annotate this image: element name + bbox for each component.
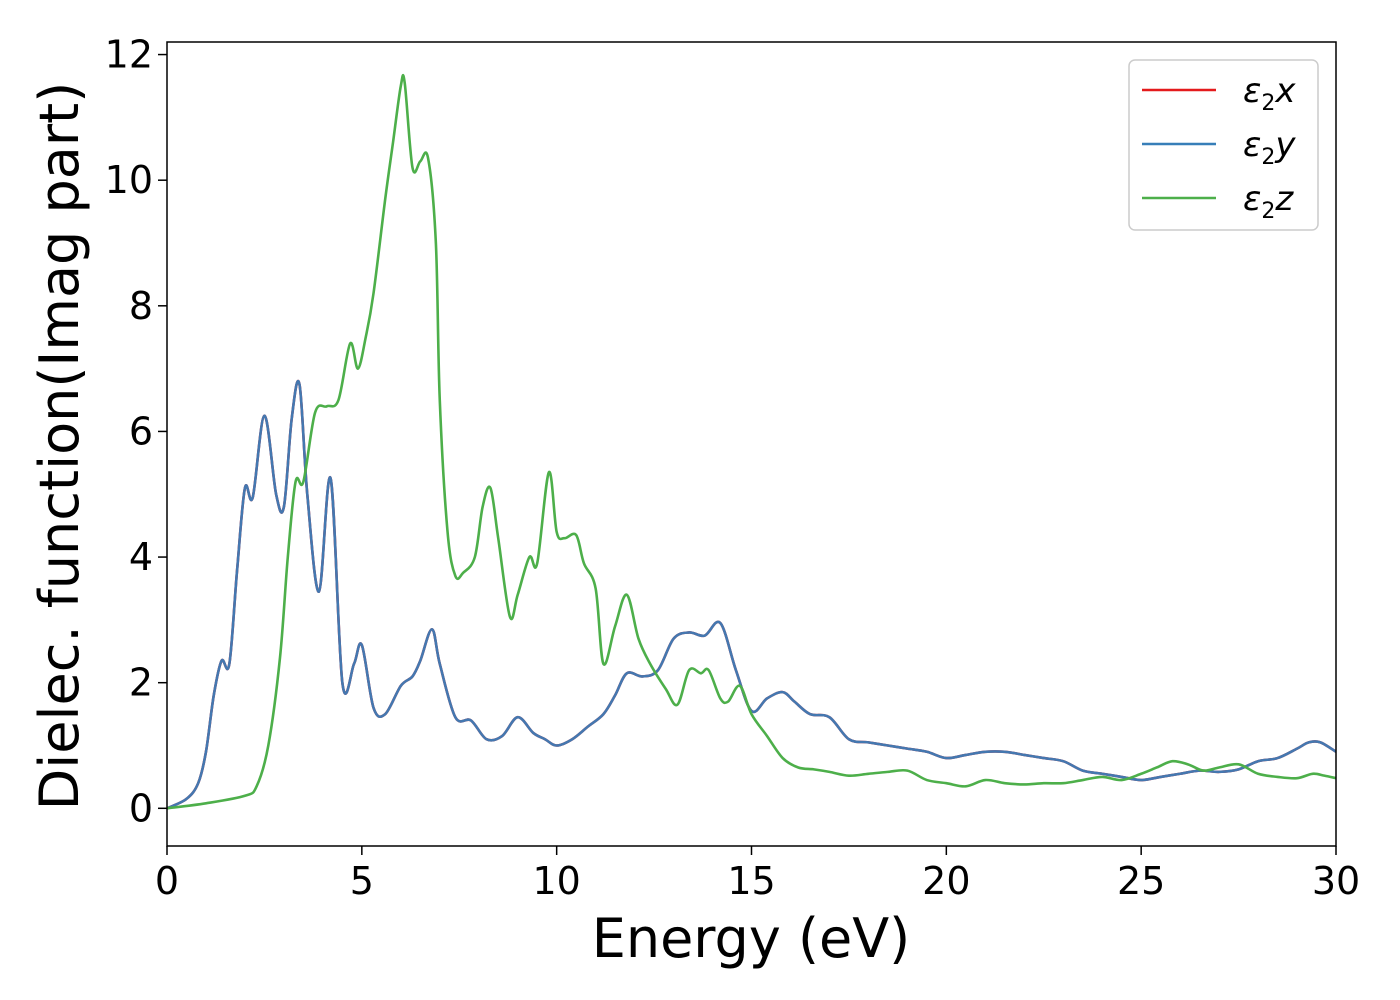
- series-line-e2y: [167, 380, 1336, 810]
- series-line-e2z: [167, 73, 1336, 810]
- y-tick-label: 12: [105, 33, 153, 77]
- y-tick-label: 6: [129, 409, 153, 453]
- x-axis-ticks: 0 5 10 15 20 25 30: [155, 846, 1360, 903]
- legend: ε2x ε2y ε2z: [1128, 59, 1319, 231]
- y-axis-label: Dielec. function(Imag part): [28, 82, 91, 811]
- x-tick-label: 0: [155, 859, 179, 903]
- x-axis-label: Energy (eV): [592, 907, 911, 970]
- x-tick-label: 10: [532, 859, 580, 903]
- y-tick-label: 8: [129, 284, 153, 328]
- y-tick-label: 4: [129, 535, 153, 579]
- y-tick-label: 2: [129, 661, 153, 705]
- x-tick-label: 15: [727, 859, 775, 903]
- legend-label: ε2x: [1243, 71, 1296, 116]
- legend-label: ε2z: [1243, 179, 1294, 224]
- y-tick-label: 10: [105, 158, 153, 202]
- x-tick-label: 30: [1312, 859, 1360, 903]
- plot-layer: [167, 73, 1336, 810]
- y-axis-ticks: 0 2 4 6 8 10 12: [105, 33, 167, 830]
- x-tick-label: 25: [1117, 859, 1165, 903]
- x-tick-label: 5: [350, 859, 374, 903]
- legend-label: ε2y: [1243, 125, 1296, 170]
- x-tick-label: 20: [922, 859, 970, 903]
- legend-box: [1128, 59, 1319, 231]
- y-tick-label: 0: [129, 786, 153, 830]
